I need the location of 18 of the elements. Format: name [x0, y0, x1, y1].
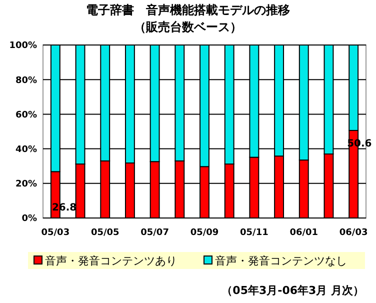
x-tick-label: 05/09 — [190, 228, 219, 238]
x-tick-label: 06/03 — [339, 228, 368, 238]
x-tick-label: 05/07 — [140, 228, 169, 238]
text: （05年3月-06年3月 月次） — [222, 284, 364, 297]
chart-subtitle: （販売台数ベース） — [134, 20, 242, 34]
y-tick-label: 60% — [15, 110, 37, 120]
y-tick-label: 100% — [9, 41, 37, 52]
x-tick-label: 05/11 — [240, 228, 268, 238]
legend-label: 音声・発音コンテンツなし — [215, 254, 347, 268]
x-tick-label: 05/05 — [90, 228, 120, 238]
y-tick-label: 0% — [22, 214, 37, 224]
x-tick-label: 05/03 — [41, 228, 70, 238]
y-tick-label: 80% — [15, 76, 37, 86]
y-tick-label: 20% — [15, 180, 37, 190]
y-tick-label: 40% — [15, 144, 37, 155]
chart-title: 電子辞書 音声機能搭載モデルの推移 — [86, 3, 290, 17]
legend-label: 音声・発音コンテンツあり — [45, 254, 177, 268]
x-tick-label: 06/01 — [290, 228, 318, 238]
